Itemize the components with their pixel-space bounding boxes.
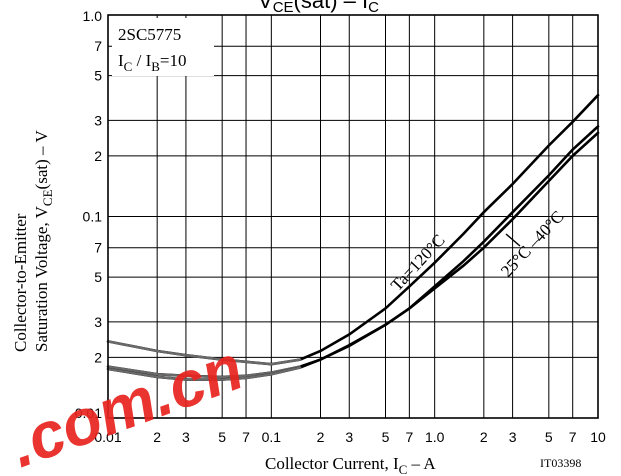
y-tick-labels: 1.0 7 5 3 2 0.1 7 5 3 2 0.01	[75, 8, 102, 421]
figure-code: IT03398	[540, 456, 581, 470]
x-tick-label: 5	[218, 429, 226, 445]
x-tick-label: 7	[242, 429, 250, 445]
x-tick-label: 5	[382, 429, 390, 445]
y-tick-label: 3	[94, 112, 102, 128]
x-tick-label: 1.0	[425, 429, 445, 445]
series-low-segment-1	[106, 365, 302, 379]
x-tick-label: 3	[182, 429, 190, 445]
y-tick-label: 3	[94, 314, 102, 330]
y-tick-label: 2	[94, 148, 102, 164]
plot-frame	[107, 14, 599, 419]
x-tick-label: 5	[545, 429, 553, 445]
x-tick-labels: 0.01 2 3 5 7 0.1 2 3 5 7 1.0 2 3 5 7 10	[94, 429, 606, 445]
legend-box	[112, 18, 214, 76]
series-low-segment-2	[106, 366, 302, 381]
x-tick-label: 2	[480, 429, 488, 445]
series-line-0	[106, 93, 600, 366]
y-tick-label: 7	[94, 240, 102, 256]
x-tick-label: 2	[317, 429, 325, 445]
y-tick-label: 5	[94, 269, 102, 285]
x-tick-label: 3	[345, 429, 353, 445]
x-tick-label: 0.1	[262, 429, 282, 445]
y-axis-title-line1: Collector-to-Emitter	[11, 213, 30, 352]
y-tick-label: 5	[94, 68, 102, 84]
y-axis-title-line2: Saturation Voltage, VCE(sat) – V	[32, 130, 55, 352]
chart-title: VCE(sat) – IC	[258, 0, 379, 16]
y-tick-label: 7	[94, 38, 102, 54]
grid	[108, 15, 598, 418]
condition-label: IC / IB=10	[118, 51, 187, 74]
x-tick-label: 7	[569, 429, 577, 445]
x-tick-label: 2	[153, 429, 161, 445]
x-tick-label: 10	[590, 429, 606, 445]
y-tick-label: 0.01	[75, 405, 102, 421]
x-axis-title: Collector Current, IC – A	[265, 454, 436, 476]
x-tick-label: 0.01	[94, 429, 121, 445]
part-number: 2SC5775	[118, 25, 181, 44]
series-low-segment-0	[106, 340, 302, 366]
y-tick-label: 2	[94, 349, 102, 365]
y-tick-label: 0.1	[83, 209, 103, 225]
curves	[106, 93, 600, 381]
y-tick-label: 1.0	[83, 8, 103, 24]
label-pointer	[505, 233, 521, 247]
x-tick-label: 7	[406, 429, 414, 445]
x-tick-label: 3	[509, 429, 517, 445]
